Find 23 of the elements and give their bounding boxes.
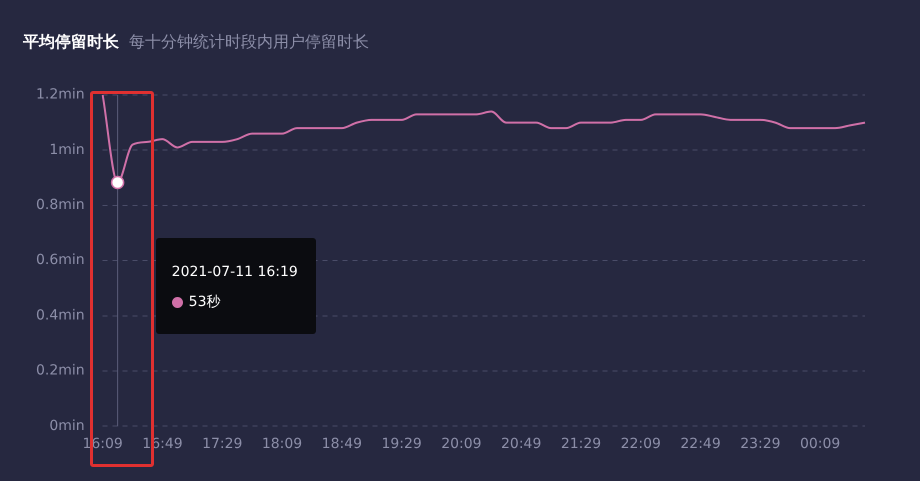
y-tick-label: 0min — [49, 418, 85, 434]
x-tick-label: 00:09 — [800, 436, 840, 452]
x-tick-label: 17:29 — [202, 436, 242, 452]
x-tick-label: 20:49 — [501, 436, 542, 452]
y-tick-label: 0.6min — [36, 252, 85, 268]
chart-title: 平均停留时长 — [23, 32, 119, 53]
y-tick-label: 1min — [49, 142, 85, 158]
x-tick-label: 22:09 — [620, 436, 661, 452]
annotation: 53秒 — [188, 293, 220, 311]
x-tick-label: 18:09 — [262, 436, 302, 452]
y-tick-label: 0.8min — [36, 197, 85, 214]
chart-subtitle: 每十分钟统计时段内用户停留时长 — [129, 32, 369, 53]
annotation: 2021-07-11 16:19 — [172, 264, 298, 280]
x-tick-label: 18:49 — [322, 436, 362, 452]
x-tick-label: 20:09 — [441, 436, 482, 452]
y-tick-label: 1.2min — [36, 86, 85, 103]
x-tick-label: 23:29 — [740, 436, 781, 452]
x-tick-label: 21:29 — [560, 436, 602, 452]
x-tick-label: 22:49 — [680, 436, 721, 452]
y-tick-label: 0.2min — [36, 362, 85, 379]
x-tick-label: 19:29 — [381, 436, 422, 452]
tooltip-panel: 2021-07-11 16:19 53秒 — [156, 238, 316, 334]
y-tick-label: 0.4min — [36, 307, 85, 324]
